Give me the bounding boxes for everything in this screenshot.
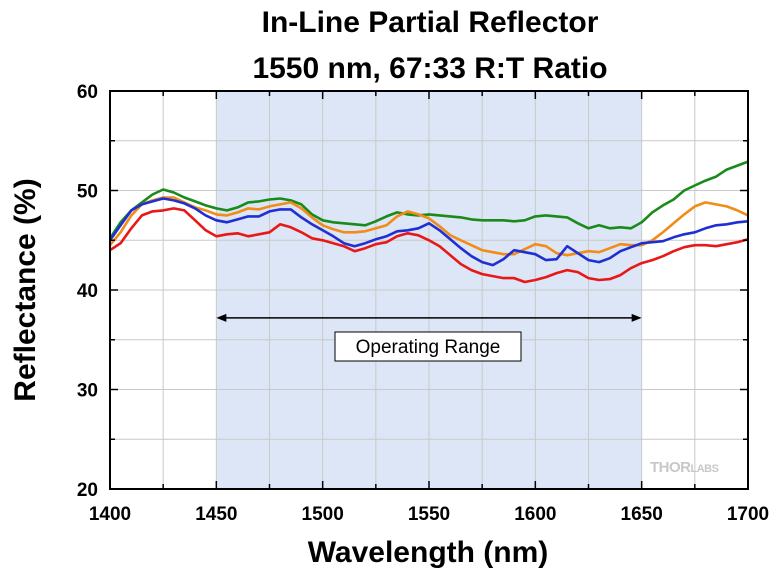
y-tick-label: 60 [77, 82, 98, 103]
series-line-2 [108, 196, 749, 257]
y-axis-title: Reflectance (%) [9, 178, 42, 401]
x-tick-label: 1650 [621, 504, 663, 525]
chart-title-line-2: 1550 nm, 67:33 R:T Ratio [252, 52, 607, 85]
series-line-3 [108, 197, 749, 267]
operating-range-label: Operating Range [356, 337, 501, 358]
x-axis-title: Wavelength (nm) [308, 536, 549, 569]
x-tick-label: 1550 [408, 504, 450, 525]
chart-title-line-1: In-Line Partial Reflector [262, 6, 599, 39]
arrow-head-left [216, 313, 227, 322]
x-tick-label: 1500 [302, 504, 344, 525]
operating-range-label-box [334, 331, 522, 362]
arrow-head-right [631, 313, 642, 322]
series-line-1 [108, 160, 749, 240]
x-tick-label: 1600 [514, 504, 556, 525]
y-tick-labels: 20 30 40 50 60 [77, 82, 98, 501]
y-tick-label: 40 [77, 281, 98, 302]
series-lines [108, 160, 749, 284]
axis-ticks [109, 90, 749, 490]
thorlabs-watermark: THORLABS [650, 459, 719, 476]
x-tick-label: 1700 [727, 504, 769, 525]
operating-range-arrow [216, 313, 642, 322]
y-tick-label: 30 [77, 381, 98, 402]
x-tick-label: 1400 [89, 504, 131, 525]
y-tick-label: 50 [77, 182, 98, 203]
grid-lines [110, 91, 748, 489]
y-tick-label: 20 [77, 480, 98, 501]
series-line-4 [109, 207, 749, 284]
x-tick-labels: 1400 1450 1500 1550 1600 1650 1700 [89, 504, 769, 525]
x-tick-label: 1450 [195, 504, 237, 525]
